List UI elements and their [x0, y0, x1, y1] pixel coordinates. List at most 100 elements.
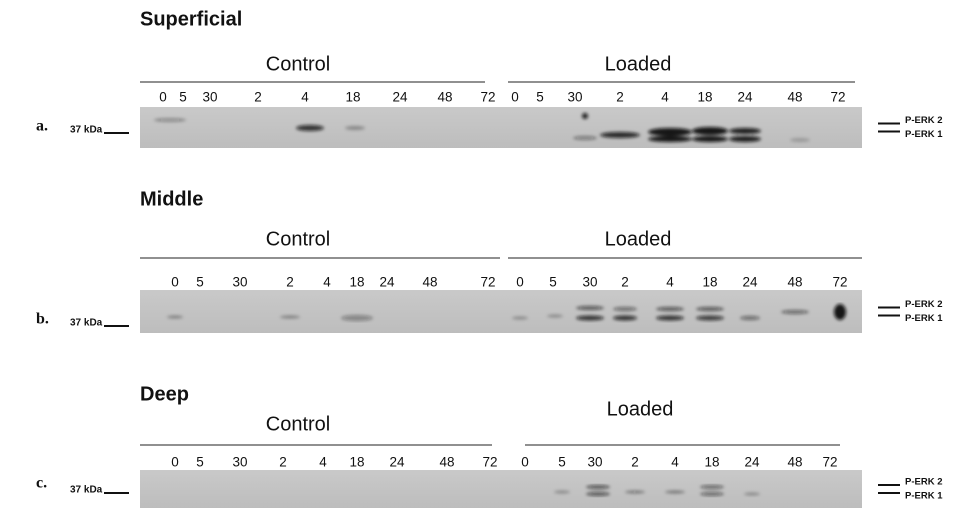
- band: [586, 492, 610, 496]
- band-label: P-ERK 1: [905, 313, 943, 324]
- band: [692, 127, 728, 135]
- band: [834, 304, 846, 320]
- band: [692, 136, 728, 142]
- lane-label: 30: [567, 90, 582, 105]
- band: [729, 136, 761, 142]
- lane-label: 24: [742, 275, 758, 290]
- lane-label: 48: [422, 275, 437, 290]
- lane-label: 2: [631, 455, 639, 470]
- panel-letter: b.: [36, 311, 49, 328]
- lane-label: 72: [822, 455, 837, 470]
- lane-label: 4: [661, 90, 669, 105]
- band: [790, 138, 810, 142]
- band: [154, 118, 186, 122]
- band: [696, 316, 724, 321]
- band: [167, 316, 183, 319]
- band: [345, 126, 365, 130]
- lane-label: 0: [516, 275, 524, 290]
- lane-label: 0: [159, 90, 167, 105]
- lane-label: 5: [196, 455, 204, 470]
- lane-label: 0: [511, 90, 519, 105]
- blot: [140, 290, 862, 333]
- lane-label: 18: [704, 455, 719, 470]
- band-label: P-ERK 2: [905, 115, 942, 126]
- lane-label: 2: [279, 455, 287, 470]
- band: [656, 316, 684, 321]
- band: [744, 493, 760, 496]
- marker-label: 37 kDa: [70, 125, 103, 136]
- marker-label: 37 kDa: [70, 485, 103, 496]
- lane-label: 0: [171, 275, 179, 290]
- panel-letter: c.: [36, 475, 47, 492]
- lane-label: 24: [744, 455, 760, 470]
- band: [341, 315, 373, 321]
- band: [696, 307, 724, 311]
- lane-label: 24: [379, 275, 395, 290]
- band: [600, 132, 640, 138]
- lane-label: 5: [536, 90, 544, 105]
- band-label: P-ERK 1: [905, 491, 943, 502]
- band-label: P-ERK 2: [905, 299, 942, 310]
- band: [781, 310, 809, 314]
- group-label: Loaded: [605, 228, 672, 250]
- blot: [140, 107, 862, 148]
- band: [296, 125, 324, 131]
- group-label: Control: [266, 228, 330, 250]
- band-label: P-ERK 2: [905, 477, 942, 488]
- lane-label: 18: [349, 455, 364, 470]
- lane-label: 0: [171, 455, 179, 470]
- lane-label: 48: [787, 90, 802, 105]
- lane-label: 48: [787, 455, 802, 470]
- lane-label: 24: [737, 90, 753, 105]
- band: [625, 491, 645, 494]
- lane-label: 24: [389, 455, 405, 470]
- band: [576, 316, 604, 321]
- lane-label: 5: [179, 90, 187, 105]
- lane-label: 5: [549, 275, 557, 290]
- band: [554, 491, 570, 494]
- lane-label: 2: [254, 90, 262, 105]
- band: [582, 113, 588, 119]
- band: [573, 136, 597, 140]
- group-label: Loaded: [607, 398, 674, 420]
- band: [576, 306, 604, 310]
- lane-label: 4: [671, 455, 679, 470]
- panel-letter: a.: [36, 118, 48, 135]
- marker-label: 37 kDa: [70, 318, 103, 329]
- panel-title: Deep: [140, 383, 189, 405]
- lane-label: 24: [392, 90, 408, 105]
- band: [700, 485, 724, 489]
- band: [648, 128, 692, 136]
- lane-label: 48: [439, 455, 454, 470]
- band: [613, 316, 637, 321]
- group-label: Control: [266, 413, 330, 435]
- band: [700, 492, 724, 496]
- lane-label: 30: [232, 455, 247, 470]
- lane-label: 30: [202, 90, 217, 105]
- band: [665, 491, 685, 494]
- lane-label: 72: [480, 275, 495, 290]
- blot: [140, 470, 862, 508]
- group-label: Control: [266, 53, 330, 75]
- band: [586, 485, 610, 489]
- band: [280, 316, 300, 319]
- lane-label: 18: [702, 275, 717, 290]
- band: [656, 307, 684, 311]
- lane-label: 72: [830, 90, 845, 105]
- lane-label: 2: [616, 90, 624, 105]
- lane-label: 72: [832, 275, 847, 290]
- lane-label: 18: [697, 90, 712, 105]
- lane-label: 18: [345, 90, 360, 105]
- lane-label: 18: [349, 275, 364, 290]
- panel-title: Middle: [140, 188, 203, 210]
- lane-label: 30: [582, 275, 597, 290]
- lane-label: 2: [286, 275, 294, 290]
- lane-label: 72: [480, 90, 495, 105]
- panel-title: Superficial: [140, 8, 242, 30]
- lane-label: 72: [482, 455, 497, 470]
- lane-label: 30: [587, 455, 602, 470]
- band: [512, 317, 528, 320]
- lane-label: 4: [323, 275, 331, 290]
- band: [547, 315, 563, 318]
- lane-label: 4: [301, 90, 309, 105]
